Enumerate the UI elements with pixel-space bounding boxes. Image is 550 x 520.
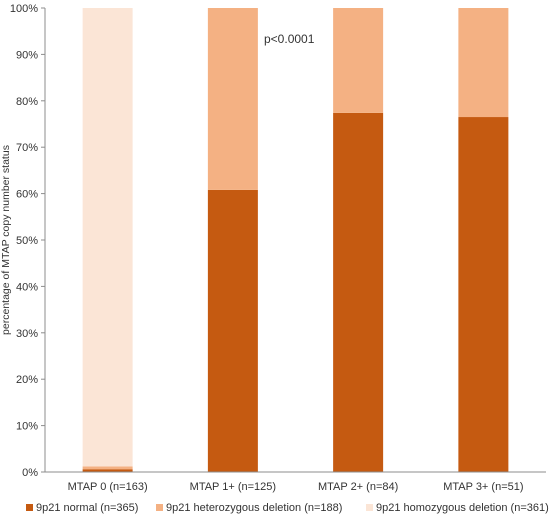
bar-segment: [333, 112, 384, 472]
y-tick-label: 100%: [10, 3, 38, 15]
x-category-label: MTAP 1+ (n=125): [190, 481, 276, 493]
y-tick-label: 60%: [16, 189, 38, 201]
bar-segment: [458, 8, 509, 118]
y-tick-label: 10%: [16, 421, 38, 433]
legend-label: 9p21 homozygous deletion (n=361): [376, 502, 549, 514]
y-tick-label: 20%: [16, 374, 38, 386]
y-tick-label: 90%: [16, 49, 38, 61]
y-tick-label: 40%: [16, 281, 38, 293]
y-tick-label: 30%: [16, 328, 38, 340]
bar-segment: [207, 189, 258, 472]
bar-segment: [82, 469, 133, 472]
x-category-label: MTAP 3+ (n=51): [443, 481, 523, 493]
bar-segment: [82, 466, 133, 470]
bar-segment: [82, 8, 133, 467]
bar-segment: [458, 117, 509, 472]
legend-swatch: [156, 504, 163, 511]
legend-swatch: [366, 504, 373, 511]
bar-segment: [207, 8, 258, 190]
y-axis-title: percentage of MTAP copy number status: [0, 145, 12, 335]
y-tick-label: 50%: [16, 235, 38, 247]
legend-label: 9p21 normal (n=365): [36, 502, 138, 514]
p-value-annotation: p<0.0001: [264, 32, 315, 46]
legend: 9p21 normal (n=365) 9p21 heterozygous del…: [26, 502, 549, 514]
y-tick-label: 80%: [16, 96, 38, 108]
legend-swatch: [26, 504, 33, 511]
y-tick-label: 0%: [22, 467, 38, 479]
bar-segment: [333, 8, 384, 113]
x-axis-labels: MTAP 0 (n=163) MTAP 1+ (n=125) MTAP 2+ (n=…: [68, 481, 524, 493]
x-category-label: MTAP 0 (n=163): [68, 481, 148, 493]
legend-label: 9p21 heterozygous deletion (n=188): [166, 502, 342, 514]
y-axis-ticks: 0% 10% 20% 30% 40% 50% 60% 70% 80% 90% 100%: [10, 3, 45, 479]
x-category-label: MTAP 2+ (n=84): [318, 481, 398, 493]
y-tick-label: 70%: [16, 142, 38, 154]
plot-area: [82, 8, 509, 472]
